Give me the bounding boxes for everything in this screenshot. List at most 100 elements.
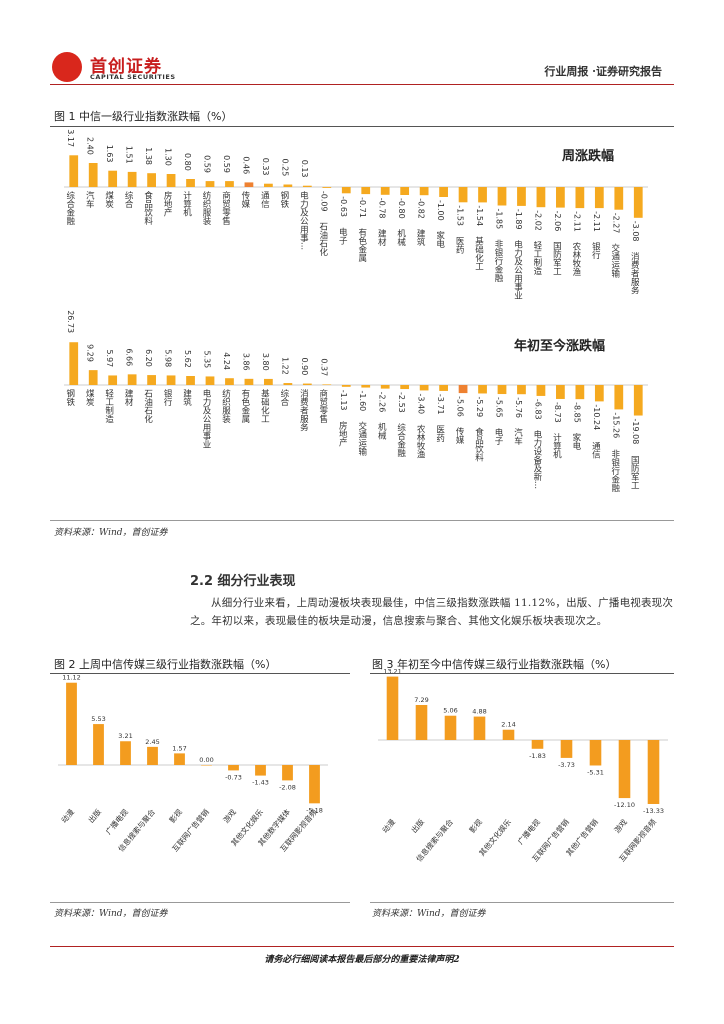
weekly-chart-bar: [283, 184, 293, 187]
ytd-chart-bar: [400, 385, 410, 390]
weekly-chart-bar: [341, 187, 351, 194]
ytd-chart-data-label: 26.73: [66, 310, 75, 333]
figure-2-bottom-rule: [50, 902, 350, 903]
weekly-chart-data-label: -1.85: [495, 209, 504, 230]
media-weekly-chart-bar: [93, 724, 104, 765]
weekly-chart-category-label: 农林牧渔: [571, 242, 581, 277]
weekly-chart-category-label: 家电: [435, 230, 445, 248]
weekly-chart-data-label: 1.38: [144, 147, 153, 165]
media-ytd-chart-data-label: 7.29: [414, 696, 428, 704]
weekly-chart-data-label: -1.54: [475, 205, 484, 226]
figure-3-title: 图 3 年初至今中信传媒三级行业指数涨跌幅（%）: [372, 658, 617, 671]
footer-divider: [50, 946, 674, 947]
ytd-chart-category-label: 通信: [590, 441, 600, 460]
ytd-chart-bar: [517, 385, 526, 395]
weekly-chart-category-label: 纺织服装: [201, 190, 211, 226]
ytd-chart-data-label: -15.26: [611, 412, 620, 438]
media-weekly-chart-category-label: 出版: [86, 806, 104, 824]
ytd-chart-bar: [458, 385, 468, 394]
ytd-chart-data-label: -5.76: [514, 397, 523, 418]
weekly-chart-data-label: -0.63: [339, 196, 348, 217]
ytd-chart-data-label: 9.29: [86, 344, 95, 362]
weekly-chart-data-label: 0.33: [261, 158, 270, 176]
media-ytd-chart-category-label: 动漫: [380, 816, 398, 834]
media-ytd-chart-bar: [560, 740, 573, 758]
weekly-chart-bar: [205, 181, 215, 187]
ytd-chart-bar: [88, 370, 98, 385]
weekly-chart-data-label: 0.59: [203, 155, 212, 173]
media-weekly-chart-bar: [201, 765, 212, 766]
ytd-chart-bar: [594, 385, 604, 402]
weekly-chart-bar: [264, 183, 273, 187]
ytd-chart-category-label: 综合金融: [396, 423, 406, 459]
weekly-chart-data-label: -2.27: [611, 213, 620, 234]
media-ytd-chart-data-label: -13.33: [643, 807, 664, 815]
ytd-chart-bar: [166, 375, 176, 385]
ytd-chart-data-label: 1.22: [280, 357, 289, 375]
media-weekly-chart-data-label: 1.57: [172, 744, 186, 752]
ytd-chart-category-label: 建材: [123, 388, 133, 406]
weekly-chart-category-label: 医药: [454, 236, 464, 254]
ytd-chart-category-label: 计算机: [551, 432, 561, 459]
weekly-chart-category-label: 电力及公用事...: [298, 190, 308, 250]
figure-1-bottom-rule: [50, 520, 674, 521]
ytd-chart-category-label: 医药: [435, 425, 445, 443]
weekly-chart-data-label: -2.11: [572, 211, 581, 232]
weekly-chart-bar: [225, 181, 234, 187]
ytd-chart-data-label: -5.29: [475, 396, 484, 417]
ytd-chart-category-label: 电力设备及新...: [532, 429, 542, 489]
section-title: 2.2 细分行业表现: [190, 574, 296, 589]
media-ytd-chart-data-label: -12.10: [614, 801, 635, 809]
ytd-chart-data-label: -3.40: [417, 393, 426, 414]
weekly-chart-bar: [186, 179, 195, 187]
media-weekly-chart-data-label: 0.00: [199, 756, 213, 764]
media-ytd-chart-bar: [589, 740, 602, 766]
media-weekly-chart-category-label: 广播电视: [103, 806, 130, 836]
ytd-chart-bar: [205, 376, 215, 385]
weekly-chart-category-label: 基础化工: [474, 236, 484, 271]
figure-1-source: 资料来源：Wind，首创证券: [54, 528, 168, 538]
weekly-chart-category-label: 有色金属: [357, 228, 367, 264]
ytd-chart-bar: [283, 383, 293, 385]
media-weekly-chart-data-label: 5.53: [91, 715, 105, 723]
weekly-chart-data-label: 0.25: [280, 159, 289, 177]
figure-3-top-rule: [370, 673, 674, 674]
weekly-chart-category-label: 石油石化: [318, 222, 328, 257]
weekly-chart-category-label: 国防军工: [551, 242, 561, 276]
media-ytd-chart-data-label: 5.06: [443, 707, 457, 715]
weekly-chart-data-label: 2.40: [86, 137, 95, 155]
media-ytd-chart-bar: [473, 716, 486, 740]
ytd-chart-data-label: -3.71: [436, 394, 445, 415]
media-ytd-chart-data-label: 4.88: [472, 708, 486, 716]
weekly-chart-category-label: 煤炭: [104, 190, 114, 209]
weekly-chart-category-label: 计算机: [182, 190, 192, 217]
ytd-chart-bar: [575, 385, 585, 400]
weekly-chart-data-label: -2.06: [553, 211, 562, 232]
logo-english-name: CAPITAL SECURITIES: [90, 73, 176, 81]
ytd-chart-bar: [361, 385, 371, 388]
media-weekly-chart-category-label: 动漫: [59, 806, 77, 824]
weekly-chart-bar: [127, 171, 137, 187]
ytd-chart-category-label: 食品饮料: [474, 427, 484, 463]
ytd-chart-bar: [439, 385, 448, 391]
media-weekly-chart-data-label: -5.18: [306, 806, 323, 814]
weekly-chart-category-label: 汽车: [84, 190, 94, 209]
weekly-chart-category-label: 非银行金融: [493, 239, 503, 283]
ytd-chart-bar: [322, 384, 332, 385]
media-weekly-chart-category-label: 影视: [167, 806, 185, 824]
media-ytd-chart-bar: [415, 705, 428, 740]
ytd-chart-bar: [556, 385, 565, 399]
weekly-chart-bar: [400, 187, 410, 195]
media-ytd-chart-category-label: 影视: [467, 816, 485, 834]
weekly-chart-bar: [322, 187, 332, 188]
ytd-chart-category-label: 纺织服装: [220, 388, 230, 424]
ytd-chart-bar: [108, 375, 118, 385]
weekly-chart-category-label: 电力及公用事业: [512, 239, 522, 299]
weekly-chart-category-label: 建筑: [415, 229, 425, 248]
weekly-chart-category-label: 食品饮料: [143, 190, 153, 226]
media-ytd-chart-category-label: 游戏: [612, 816, 630, 834]
header-divider: [50, 84, 674, 85]
ytd-chart-data-label: -19.08: [631, 419, 640, 445]
figure-1-top-rule: [50, 126, 674, 127]
ytd-chart-data-label: 6.20: [144, 349, 153, 367]
